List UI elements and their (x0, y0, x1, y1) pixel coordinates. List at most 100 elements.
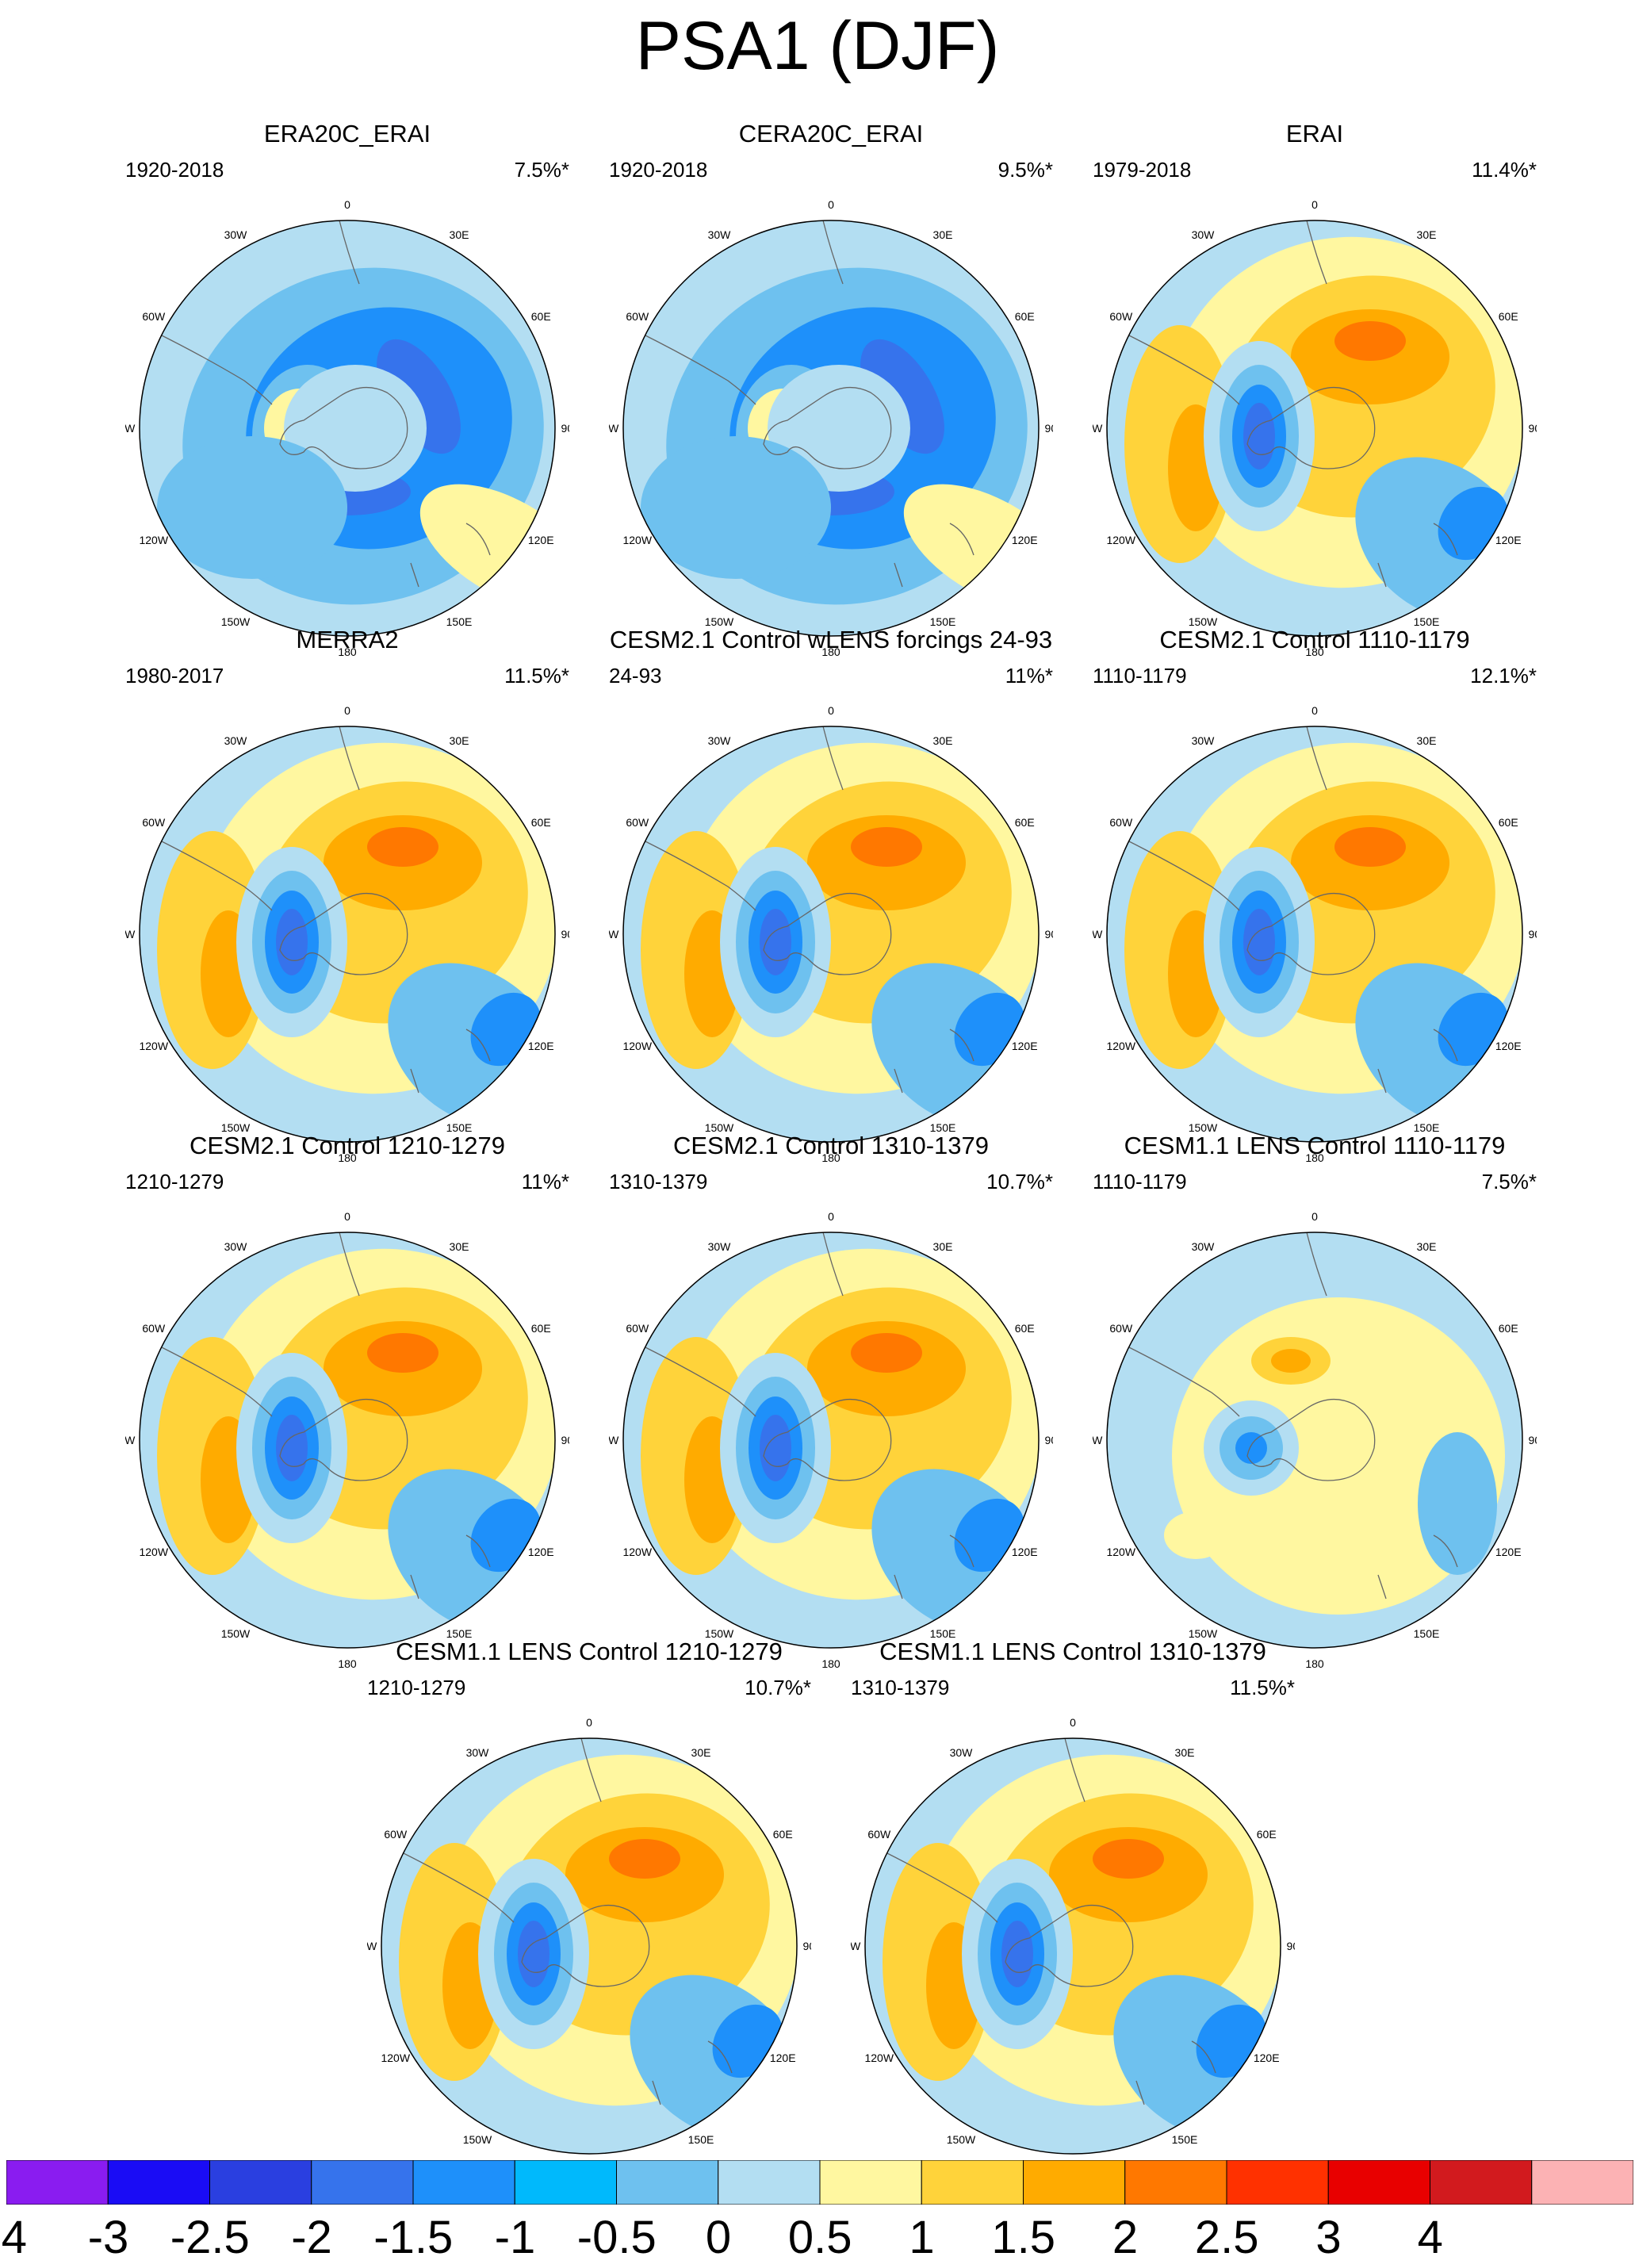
longitude-label: 120E (1254, 2052, 1280, 2064)
longitude-label: 150E (1414, 1121, 1440, 1134)
africa-coastline (822, 1232, 844, 1297)
map-panel: ERAI 1979-2018 11.4%* 0 30E 60E 90E 120E 150E 180… (1093, 119, 1537, 658)
antarctica-coastline (279, 892, 408, 975)
panel-period: 1210-1279 (125, 1170, 224, 1193)
colorbar (6, 2160, 1633, 2205)
longitude-label: 120E (1012, 1546, 1038, 1558)
panel-period: 1310-1379 (609, 1170, 708, 1193)
contour-region (851, 827, 922, 867)
longitude-label: 30W (1192, 228, 1216, 241)
longitude-label: 60W (867, 1828, 891, 1841)
longitude-label: 180 (1305, 1657, 1324, 1670)
colorbar-tick-label: -0.5 (576, 2212, 657, 2263)
longitude-label: 90E (1045, 928, 1053, 941)
longitude-label: 150W (705, 1121, 734, 1134)
longitude-label: 150E (930, 1627, 956, 1640)
longitude-label: 60E (1499, 1322, 1518, 1335)
panel-title: CESM2.1 Control 1210-1279 (189, 1132, 506, 1159)
colorbar-swatch (514, 2160, 617, 2205)
longitude-label: 150W (221, 1121, 251, 1134)
polar-map: 030E60E90E120E150E180150W120W90W60W30W (851, 1716, 1295, 2176)
longitude-label: 30W (950, 1746, 974, 1759)
polar-map: 030E60E90E120E150E180150W120W90W60W30W (609, 198, 1053, 658)
longitude-label: 120W (864, 2052, 894, 2064)
africa-coastline (822, 220, 844, 285)
australia-coastline (410, 523, 491, 588)
australia-coastline (1135, 2040, 1216, 2105)
colorbar-swatch (311, 2160, 414, 2205)
map-border (622, 726, 1040, 1143)
polar-map: 030E60E90E120E150E180150W120W90W60W30W (367, 1716, 811, 2176)
longitude-label: 90W (1093, 422, 1103, 435)
africa-coastline (822, 726, 844, 791)
panel-variance: 10.7%* (986, 1170, 1053, 1193)
south-america-coastline (640, 838, 756, 911)
africa-coastline (339, 726, 360, 791)
longitude-label: 90E (1045, 1434, 1053, 1446)
australia-coastline (1377, 523, 1458, 588)
contour-region (518, 1921, 549, 1987)
longitude-label: 60E (1015, 816, 1035, 829)
australia-coastline (410, 1029, 491, 1094)
panel-title: ERAI (1285, 120, 1344, 147)
colorbar-tick-label: 1 (909, 2212, 935, 2263)
longitude-label: 60E (773, 1828, 793, 1841)
map-panel: ERA20C_ERAI 1920-2018 7.5%* 0 30E 60E 90E 120E 1… (125, 119, 569, 658)
colorbar-tick-label: 2.5 (1194, 2212, 1259, 2263)
longitude-label: 60E (531, 816, 551, 829)
longitude-label: 150E (688, 2133, 714, 2146)
longitude-label: 30E (933, 734, 953, 747)
map-border (381, 1737, 798, 2155)
longitude-label: 90W (609, 1434, 619, 1446)
antarctica-coastline (1246, 892, 1376, 975)
longitude-label: 150W (221, 615, 251, 628)
contour-field (865, 1738, 1281, 2154)
longitude-label: 60E (1015, 310, 1035, 323)
longitude-label: 90E (561, 422, 569, 435)
longitude-label: 60E (1499, 816, 1518, 829)
colorbar-labels: -4 -3 -2.5 -2 -1.5 -1 -0.5 0 0.5 1 1.5 2 2.5 3 4 (0, 2212, 1633, 2268)
longitude-label: 180 (821, 1657, 840, 1670)
map-border (1106, 1232, 1523, 1649)
polar-map: 030E60E90E120E150E180150W120W90W60W30W (1093, 1210, 1537, 1670)
colorbar-swatch (1226, 2160, 1329, 2205)
map-panel: CESM1.1 LENS Control 1110-1179 1110-1179 7… (1093, 1131, 1537, 1670)
contour-region (1334, 321, 1406, 361)
colorbar-swatch (1430, 2160, 1533, 2205)
longitude-label: 120E (528, 1546, 554, 1558)
longitude-label: 120W (381, 2052, 410, 2064)
colorbar-tick-label: 4 (1417, 2212, 1443, 2263)
longitude-label: 30W (708, 228, 732, 241)
panel-period: 1920-2018 (609, 158, 708, 182)
contour-region (609, 1839, 680, 1879)
longitude-label: 180 (1305, 1151, 1324, 1164)
longitude-label: 150E (1414, 615, 1440, 628)
longitude-label: 0 (1311, 704, 1318, 717)
australia-coastline (652, 2040, 733, 2105)
antarctica-coastline (279, 386, 408, 469)
panel-title: ERA20C_ERAI (263, 120, 431, 147)
colorbar-swatch (412, 2160, 515, 2205)
longitude-label: 30E (450, 734, 469, 747)
longitude-label: 120W (139, 1546, 168, 1558)
map-panel: CESM2.1 Control 1210-1279 1210-1279 11%* 0 3… (125, 1131, 569, 1670)
contour-region (1164, 1511, 1227, 1559)
map-panel: CESM1.1 LENS Control 1310-1379 1310-1379 1… (851, 1637, 1295, 2176)
longitude-label: 150W (1189, 1121, 1218, 1134)
panel-variance: 9.5%* (997, 158, 1053, 182)
panel-variance: 11.5%* (1230, 1676, 1295, 1699)
contour-field (623, 220, 1039, 636)
longitude-label: 90E (1045, 422, 1053, 435)
colorbar-tick-label: -3 (87, 2212, 129, 2263)
longitude-label: 30E (1417, 1240, 1437, 1253)
contour-region (1243, 909, 1275, 975)
contour-region (1001, 1921, 1033, 1987)
longitude-label: 120E (528, 1040, 554, 1052)
longitude-label: 90E (803, 1940, 811, 1952)
longitude-label: 0 (344, 1210, 350, 1223)
map-border (622, 220, 1040, 637)
longitude-label: 180 (1305, 646, 1324, 658)
contour-region (1172, 1297, 1505, 1615)
antarctica-coastline (1005, 1904, 1134, 1987)
longitude-label: 30E (1175, 1746, 1195, 1759)
